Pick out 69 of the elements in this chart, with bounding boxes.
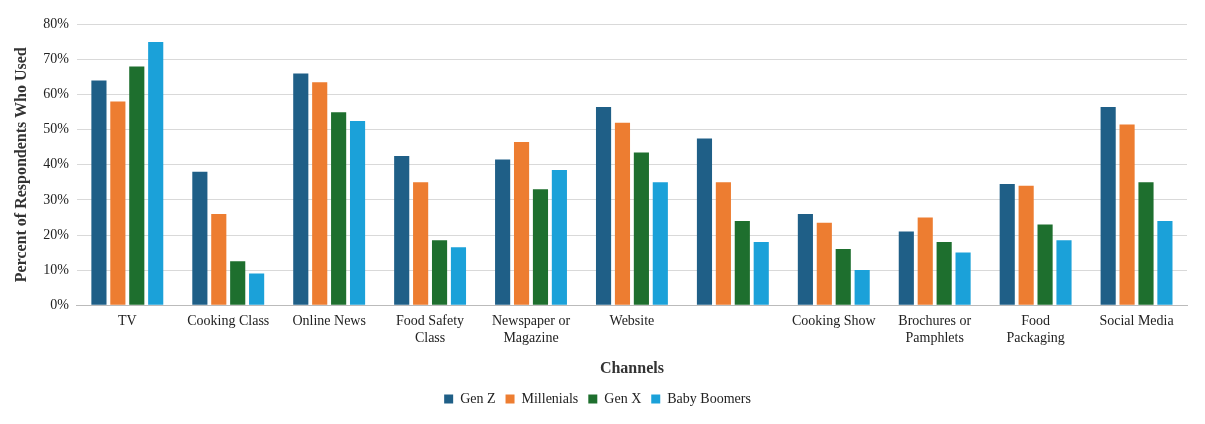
bar bbox=[1056, 240, 1072, 305]
bar bbox=[1018, 185, 1034, 305]
x-tick-label: Brochures or Pamphlets bbox=[898, 313, 972, 346]
y-tick-label: 70% bbox=[43, 51, 70, 67]
bar bbox=[797, 213, 813, 305]
x-tick-label: Cooking Show bbox=[791, 313, 877, 329]
bar bbox=[854, 270, 870, 305]
y-tick-label: 0% bbox=[50, 296, 70, 312]
y-tick-label: 20% bbox=[43, 226, 70, 242]
x-tick-label: Newspaper or Magazine bbox=[491, 313, 571, 346]
bar bbox=[110, 101, 126, 305]
bar bbox=[1119, 124, 1135, 305]
x-tick-label: TV bbox=[117, 313, 137, 329]
y-tick-label: 80% bbox=[43, 16, 70, 32]
bar bbox=[652, 182, 668, 305]
legend-label: Gen X bbox=[604, 390, 642, 406]
y-tick-label: 60% bbox=[43, 86, 70, 102]
bar bbox=[394, 156, 410, 305]
bar bbox=[955, 252, 971, 305]
bar bbox=[129, 66, 145, 305]
y-tick-label: 50% bbox=[43, 121, 70, 137]
bar bbox=[431, 240, 448, 305]
bar bbox=[450, 247, 467, 305]
bar bbox=[148, 41, 164, 305]
bar bbox=[1157, 220, 1173, 305]
x-tick-label: Online News bbox=[292, 313, 366, 329]
x-tick-label: Cooking Class bbox=[187, 313, 270, 329]
bar bbox=[936, 242, 952, 305]
bar bbox=[633, 152, 649, 305]
y-axis-title: Percent of Respondents Who Used bbox=[11, 47, 30, 283]
legend-label: Baby Boomers bbox=[667, 390, 751, 406]
x-tick-label: Food Packaging bbox=[1006, 313, 1065, 346]
bar bbox=[1138, 182, 1154, 305]
bar bbox=[312, 82, 328, 305]
bar bbox=[532, 189, 549, 305]
bar bbox=[917, 217, 933, 305]
y-tick-label: 10% bbox=[43, 261, 70, 277]
y-tick-label: 30% bbox=[43, 191, 70, 207]
bar bbox=[1037, 224, 1053, 305]
bar bbox=[249, 273, 265, 305]
bar bbox=[999, 184, 1015, 305]
bar bbox=[413, 182, 429, 305]
bar bbox=[230, 261, 246, 305]
bar bbox=[614, 122, 631, 305]
bar bbox=[753, 242, 769, 305]
bar bbox=[835, 249, 851, 305]
bar bbox=[331, 112, 347, 305]
bar bbox=[715, 182, 731, 305]
x-tick-label: Social Media bbox=[1099, 313, 1175, 329]
bar bbox=[696, 138, 713, 305]
bar bbox=[91, 80, 107, 305]
bar bbox=[551, 170, 567, 305]
legend-label: Millenials bbox=[521, 390, 579, 406]
bar bbox=[349, 120, 366, 305]
bar bbox=[495, 159, 511, 305]
bar bbox=[513, 141, 530, 305]
x-tick-label: Food Safety Class bbox=[396, 313, 465, 346]
bar bbox=[293, 73, 309, 305]
bar bbox=[595, 106, 612, 305]
bar bbox=[211, 213, 227, 305]
bar bbox=[816, 222, 832, 305]
bar bbox=[898, 231, 914, 305]
legend-label: Gen Z bbox=[460, 390, 496, 406]
bar bbox=[734, 220, 750, 305]
y-tick-label: 40% bbox=[43, 156, 70, 172]
bar bbox=[192, 171, 208, 305]
bar bbox=[1100, 106, 1116, 305]
x-tick-label: Website bbox=[609, 313, 655, 329]
x-axis-title: Channels bbox=[599, 358, 664, 376]
